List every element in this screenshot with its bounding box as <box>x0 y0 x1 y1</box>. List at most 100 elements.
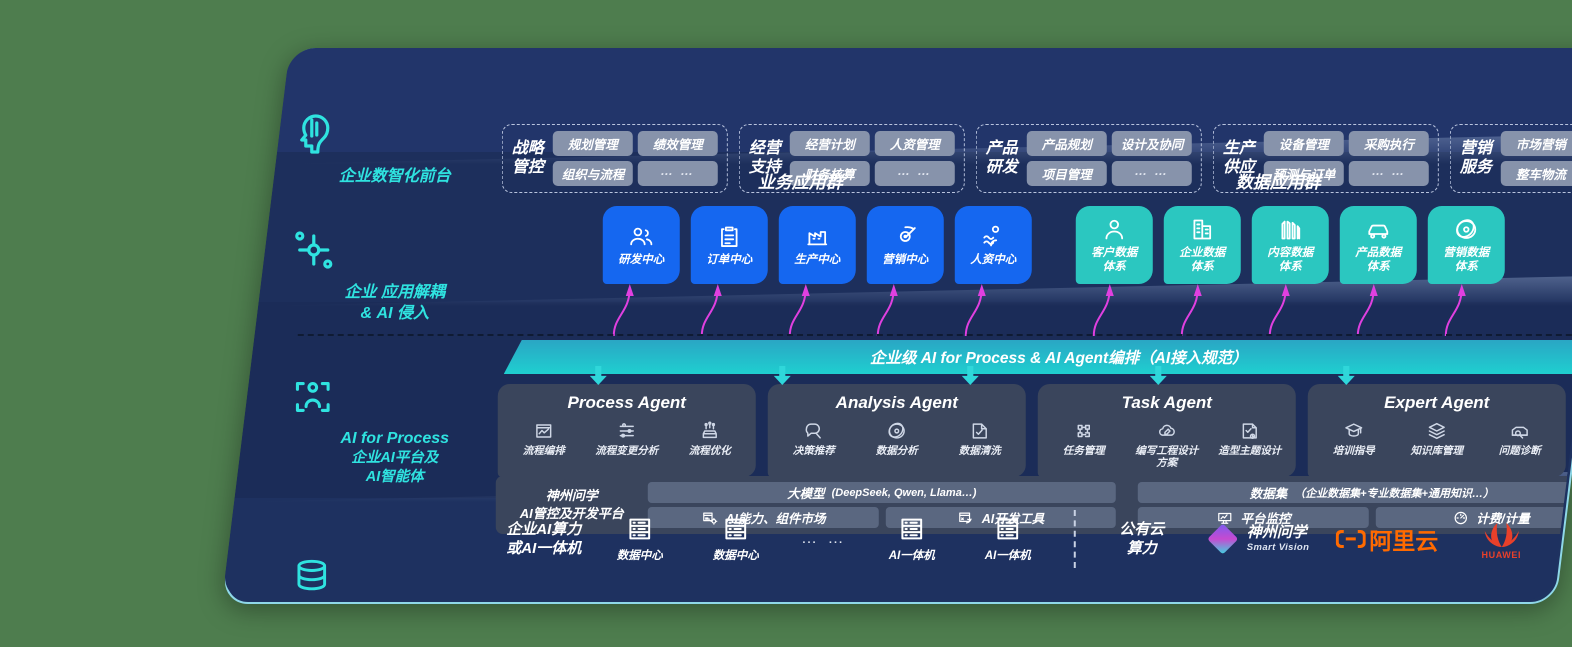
agent-card-0[interactable]: Process Agent 流程编排 流程变更分析 流程优化 <box>497 384 756 478</box>
data-group-card-3[interactable]: 产品数据 体系 <box>1339 206 1417 284</box>
function-cell[interactable]: 规划管理 <box>552 131 633 156</box>
agent-feature[interactable]: 流程优化 <box>674 420 746 457</box>
platform-models-item[interactable]: AI能力、组件市场 <box>647 507 879 528</box>
agent-feature[interactable]: 知识库管理 <box>1401 420 1473 457</box>
function-cell[interactable]: 采购执行 <box>1348 131 1429 156</box>
business-group-card-label: 研发中心 <box>618 253 665 266</box>
agent-features: 培训指导 知识库管理 问题诊断 <box>1318 420 1556 457</box>
function-group-title-4: 营销 服务 <box>1459 139 1492 176</box>
business-group-card-label: 订单中心 <box>706 253 753 266</box>
agent-feature-label: 任务管理 <box>1062 445 1105 457</box>
platform-models-item[interactable]: AI开发工具 <box>885 507 1116 528</box>
function-cell[interactable]: 经营计划 <box>789 131 870 156</box>
users-icon <box>628 223 655 250</box>
atom-icon <box>886 420 908 442</box>
agent-feature-label: 流程变更分析 <box>595 445 659 457</box>
smartvision-logo <box>1208 524 1238 554</box>
business-group-card-label: 人资中心 <box>970 253 1017 266</box>
agent-feature[interactable]: 培训指导 <box>1318 420 1390 457</box>
data-group-card-1[interactable]: 企业数据 体系 <box>1163 206 1241 284</box>
data-group-card-0[interactable]: 客户数据 体系 <box>1075 206 1153 284</box>
function-cell[interactable]: 项目管理 <box>1026 161 1107 186</box>
ai-orchestration-banner: 企业级 AI for Process & AI Agent编排（AI接入规范） <box>504 340 1572 374</box>
function-cell[interactable]: 人资管理 <box>874 131 955 156</box>
clipboard-icon <box>716 223 743 250</box>
server-icon <box>897 514 927 544</box>
function-cell[interactable]: 整车物流 <box>1500 161 1572 186</box>
server-icon <box>721 514 751 544</box>
database-icon <box>290 554 500 598</box>
data-group-card-2[interactable]: 内容数据 体系 <box>1251 206 1329 284</box>
agent-feature[interactable]: 流程编排 <box>508 420 580 457</box>
user-icon <box>1101 216 1128 243</box>
function-cell[interactable]: … … <box>1348 161 1429 186</box>
rail-front: 企业数智化前台 <box>290 110 500 187</box>
data-group-card-label: 内容数据 体系 <box>1267 246 1314 273</box>
agent-feature-label: 造型主题设计 <box>1218 445 1282 457</box>
sliders-icon <box>616 420 638 442</box>
agent-feature-label: 流程优化 <box>688 445 731 457</box>
business-group-card-2[interactable]: 生产中心 <box>778 206 856 284</box>
person-scan-icon <box>290 374 500 420</box>
rail-label-aiproc: 企业AI平台及 AI智能体 <box>351 450 439 486</box>
agent-feature[interactable]: 编写工程设计方案 <box>1131 420 1203 469</box>
decision-icon <box>803 420 825 442</box>
vendor-name: HUAWEI <box>1481 549 1522 560</box>
platform-models-top-sub: (DeepSeek, Qwen, Llama…) <box>831 486 977 499</box>
function-cell[interactable]: … … <box>637 161 718 186</box>
agent-features: 流程编排 流程变更分析 流程优化 <box>508 420 746 457</box>
infra-node-2: 数据中心 <box>688 514 784 563</box>
platform-data-top-title: 数据集 <box>1249 487 1288 501</box>
huawei-logo <box>1484 522 1519 547</box>
function-group-4: 营销服务市场营销客户关系整车物流… … <box>1449 124 1572 193</box>
vendor-aliyun: 阿里云 <box>1335 522 1438 556</box>
agent-feature-label: 知识库管理 <box>1410 445 1464 457</box>
server-icon <box>993 514 1023 544</box>
agent-feature[interactable]: 造型主题设计 <box>1214 420 1286 469</box>
business-group-card-4[interactable]: 人资中心 <box>954 206 1032 284</box>
agent-feature-label: 数据分析 <box>875 445 918 457</box>
platform-data-item[interactable]: 计费/计量 <box>1375 507 1572 528</box>
business-group-card-1[interactable]: 订单中心 <box>690 206 768 284</box>
clean-data-icon <box>969 420 991 442</box>
infra-ellipsis: … … <box>801 530 847 547</box>
rail-title-aiproc: AI for Process <box>340 430 450 447</box>
agent-card-1[interactable]: Analysis Agent 决策推荐 数据分析 数据清洗 <box>767 384 1026 478</box>
function-cell[interactable]: 产品规划 <box>1026 131 1107 156</box>
function-cell[interactable]: 市场营销 <box>1500 131 1572 156</box>
agent-feature[interactable]: 决策推荐 <box>778 420 850 457</box>
brain-head-icon <box>290 110 500 158</box>
agent-feature[interactable]: 数据清洗 <box>944 420 1016 457</box>
platform-data-row: 平台监控 计费/计量 <box>1137 507 1572 528</box>
platform-models: 大模型 (DeepSeek, Qwen, Llama…) AI能力、组件市场 AI开发… <box>647 477 1124 533</box>
agent-feature-label: 培训指导 <box>1332 445 1375 457</box>
ai-layer-divider <box>297 334 1572 336</box>
business-group-card-3[interactable]: 营销中心 <box>866 206 944 284</box>
business-group-card-0[interactable]: 研发中心 <box>602 206 680 284</box>
data-group-title: 数据应用群 <box>1235 173 1321 192</box>
data-group-card-label: 产品数据 体系 <box>1355 246 1402 273</box>
function-cell[interactable]: 绩效管理 <box>637 131 718 156</box>
function-cell[interactable]: 设备管理 <box>1263 131 1344 156</box>
function-cell[interactable]: … … <box>1111 161 1192 186</box>
infra-node-label: 企业AI算力 或AI一体机 <box>506 520 582 558</box>
agent-feature[interactable]: 流程变更分析 <box>591 420 663 457</box>
agent-feature[interactable]: 数据分析 <box>861 420 933 457</box>
infra-node-label: 数据中心 <box>712 550 759 563</box>
function-cell[interactable]: 设计及协同 <box>1111 131 1192 156</box>
molecule-icon <box>290 226 500 274</box>
data-group-card-4[interactable]: 营销数据 体系 <box>1427 206 1505 284</box>
server-icon <box>625 514 655 544</box>
rail-aiproc: AI for Process 企业AI平台及 AI智能体 <box>290 374 500 487</box>
agent-feature[interactable]: 问题诊断 <box>1484 420 1556 457</box>
agent-card-3[interactable]: Expert Agent 培训指导 知识库管理 问题诊断 <box>1307 384 1566 478</box>
function-cell[interactable]: … … <box>874 161 955 186</box>
infra-node-label: 数据中心 <box>616 550 663 563</box>
agent-feature[interactable]: 任务管理 <box>1048 420 1120 469</box>
agent-name: Task Agent <box>1121 393 1212 412</box>
optimize-icon <box>699 420 721 442</box>
function-cell[interactable]: 组织与流程 <box>552 161 633 186</box>
flow-chart-icon <box>533 420 555 442</box>
agent-card-2[interactable]: Task Agent 任务管理 编写工程设计方案 造型主题设计 <box>1037 384 1296 478</box>
platform-data-item[interactable]: 平台监控 <box>1137 507 1369 528</box>
